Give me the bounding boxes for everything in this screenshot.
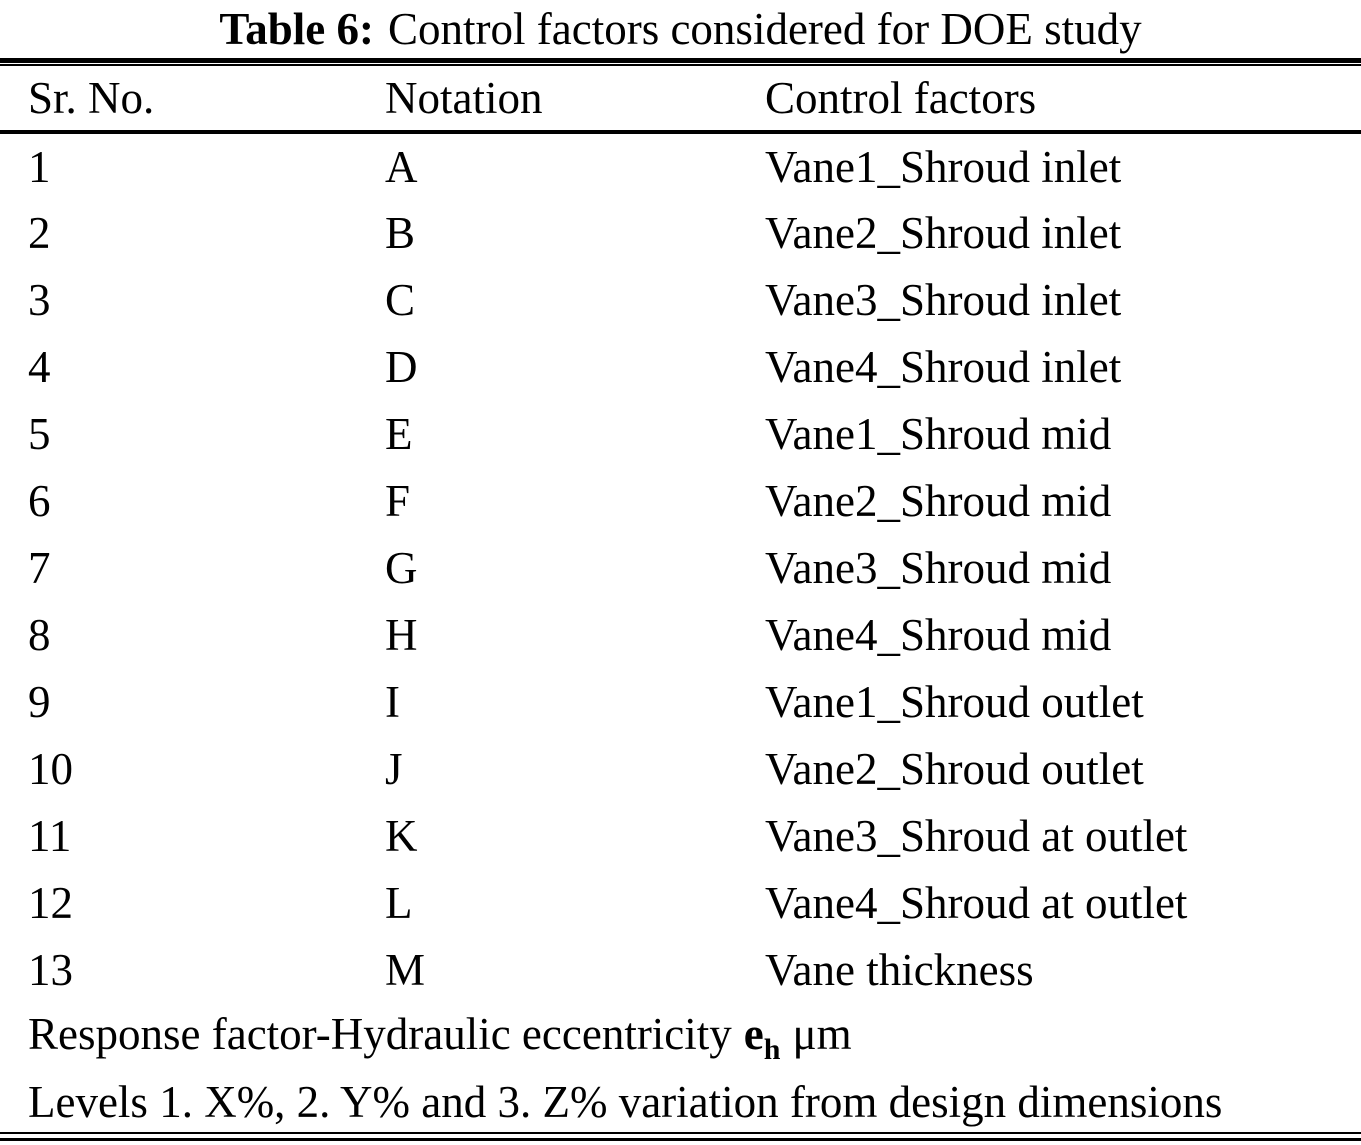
cell-notation: H bbox=[385, 609, 418, 660]
cell-sr-no: 11 bbox=[28, 810, 72, 861]
eccentricity-subscript: h bbox=[763, 1032, 781, 1066]
cell-notation: G bbox=[385, 542, 418, 593]
cell-notation: E bbox=[385, 408, 413, 459]
cell-notation: I bbox=[385, 676, 400, 727]
table-row: 11 K Vane3_Shroud at outlet bbox=[0, 802, 1361, 869]
table-row: 3 C Vane3_Shroud inlet bbox=[0, 266, 1361, 333]
cell-sr-no: 12 bbox=[28, 877, 73, 928]
table-row: 2 B Vane2_Shroud inlet bbox=[0, 199, 1361, 266]
response-factor-row: Response factor-Hydraulic eccentricity eh… bbox=[0, 1003, 1361, 1071]
table-row: 10 J Vane2_Shroud outlet bbox=[0, 735, 1361, 802]
cell-sr-no: 10 bbox=[28, 743, 73, 794]
header-control-factors: Control factors bbox=[737, 66, 1361, 134]
cell-sr-no: 7 bbox=[28, 542, 51, 593]
top-rule-thin bbox=[0, 64, 1361, 66]
table-row: 5 E Vane1_Shroud mid bbox=[0, 400, 1361, 467]
cell-sr-no: 1 bbox=[28, 141, 51, 192]
table-row: 7 G Vane3_Shroud mid bbox=[0, 534, 1361, 601]
table-row: 4 D Vane4_Shroud inlet bbox=[0, 333, 1361, 400]
eccentricity-unit: μm bbox=[792, 1008, 852, 1059]
response-factor-note: Response factor-Hydraulic eccentricity eh… bbox=[0, 1003, 1361, 1071]
header-notation: Notation bbox=[357, 66, 737, 134]
cell-control-factor: Vane thickness bbox=[765, 944, 1034, 995]
bottom-rule-thin bbox=[0, 1132, 1361, 1134]
cell-control-factor: Vane2_Shroud outlet bbox=[765, 743, 1144, 794]
cell-sr-no: 13 bbox=[28, 944, 73, 995]
cell-control-factor: Vane2_Shroud mid bbox=[765, 475, 1112, 526]
table-caption: Table 6: Control factors considered for D… bbox=[0, 0, 1361, 58]
levels-row: Levels 1. X%, 2. Y% and 3. Z% variation … bbox=[0, 1071, 1361, 1132]
cell-notation: C bbox=[385, 274, 416, 325]
table-row: 8 H Vane4_Shroud mid bbox=[0, 601, 1361, 668]
cell-sr-no: 2 bbox=[28, 207, 51, 258]
table-row: 13 M Vane thickness bbox=[0, 936, 1361, 1003]
cell-sr-no: 5 bbox=[28, 408, 51, 459]
cell-control-factor: Vane3_Shroud mid bbox=[765, 542, 1112, 593]
top-rule-thick bbox=[0, 58, 1361, 63]
eccentricity-symbol: e bbox=[743, 1008, 764, 1059]
cell-sr-no: 8 bbox=[28, 609, 51, 660]
cell-control-factor: Vane3_Shroud inlet bbox=[765, 274, 1122, 325]
table-caption-title: Control factors considered for DOE study bbox=[388, 4, 1142, 54]
cell-notation: K bbox=[385, 810, 418, 861]
table-caption-number: Table 6: bbox=[219, 4, 375, 54]
header-row: Sr. No. Notation Control factors bbox=[0, 66, 1361, 134]
table-row: 9 I Vane1_Shroud outlet bbox=[0, 668, 1361, 735]
cell-sr-no: 9 bbox=[28, 676, 51, 727]
cell-notation: F bbox=[385, 475, 411, 526]
cell-control-factor: Vane1_Shroud outlet bbox=[765, 676, 1144, 727]
cell-notation: D bbox=[385, 341, 418, 392]
cell-sr-no: 3 bbox=[28, 274, 51, 325]
cell-notation: A bbox=[385, 141, 418, 192]
cell-control-factor: Vane1_Shroud mid bbox=[765, 408, 1112, 459]
cell-control-factor: Vane4_Shroud at outlet bbox=[765, 877, 1188, 928]
bottom-rule-thick bbox=[0, 1138, 1361, 1141]
cell-notation: M bbox=[385, 944, 426, 995]
cell-notation: J bbox=[385, 743, 403, 794]
response-factor-text: Response factor-Hydraulic eccentricity bbox=[28, 1008, 732, 1059]
cell-control-factor: Vane3_Shroud at outlet bbox=[765, 810, 1188, 861]
cell-sr-no: 4 bbox=[28, 341, 51, 392]
top-rule-gap bbox=[0, 63, 1361, 64]
cell-sr-no: 6 bbox=[28, 475, 51, 526]
cell-control-factor: Vane1_Shroud inlet bbox=[765, 141, 1122, 192]
cell-control-factor: Vane2_Shroud inlet bbox=[765, 207, 1122, 258]
cell-control-factor: Vane4_Shroud mid bbox=[765, 609, 1112, 660]
bottom-rule-gap bbox=[0, 1134, 1361, 1138]
table-row: 12 L Vane4_Shroud at outlet bbox=[0, 869, 1361, 936]
levels-note: Levels 1. X%, 2. Y% and 3. Z% variation … bbox=[28, 1076, 1223, 1127]
header-sr-no: Sr. No. bbox=[0, 66, 357, 134]
cell-notation: L bbox=[385, 877, 413, 928]
table-row: 1 A Vane1_Shroud inlet bbox=[0, 132, 1361, 199]
cell-notation: B bbox=[385, 207, 416, 258]
cell-control-factor: Vane4_Shroud inlet bbox=[765, 341, 1122, 392]
table-row: 6 F Vane2_Shroud mid bbox=[0, 467, 1361, 534]
control-factors-table: Sr. No. Notation Control factors 1 A Van… bbox=[0, 66, 1361, 1132]
